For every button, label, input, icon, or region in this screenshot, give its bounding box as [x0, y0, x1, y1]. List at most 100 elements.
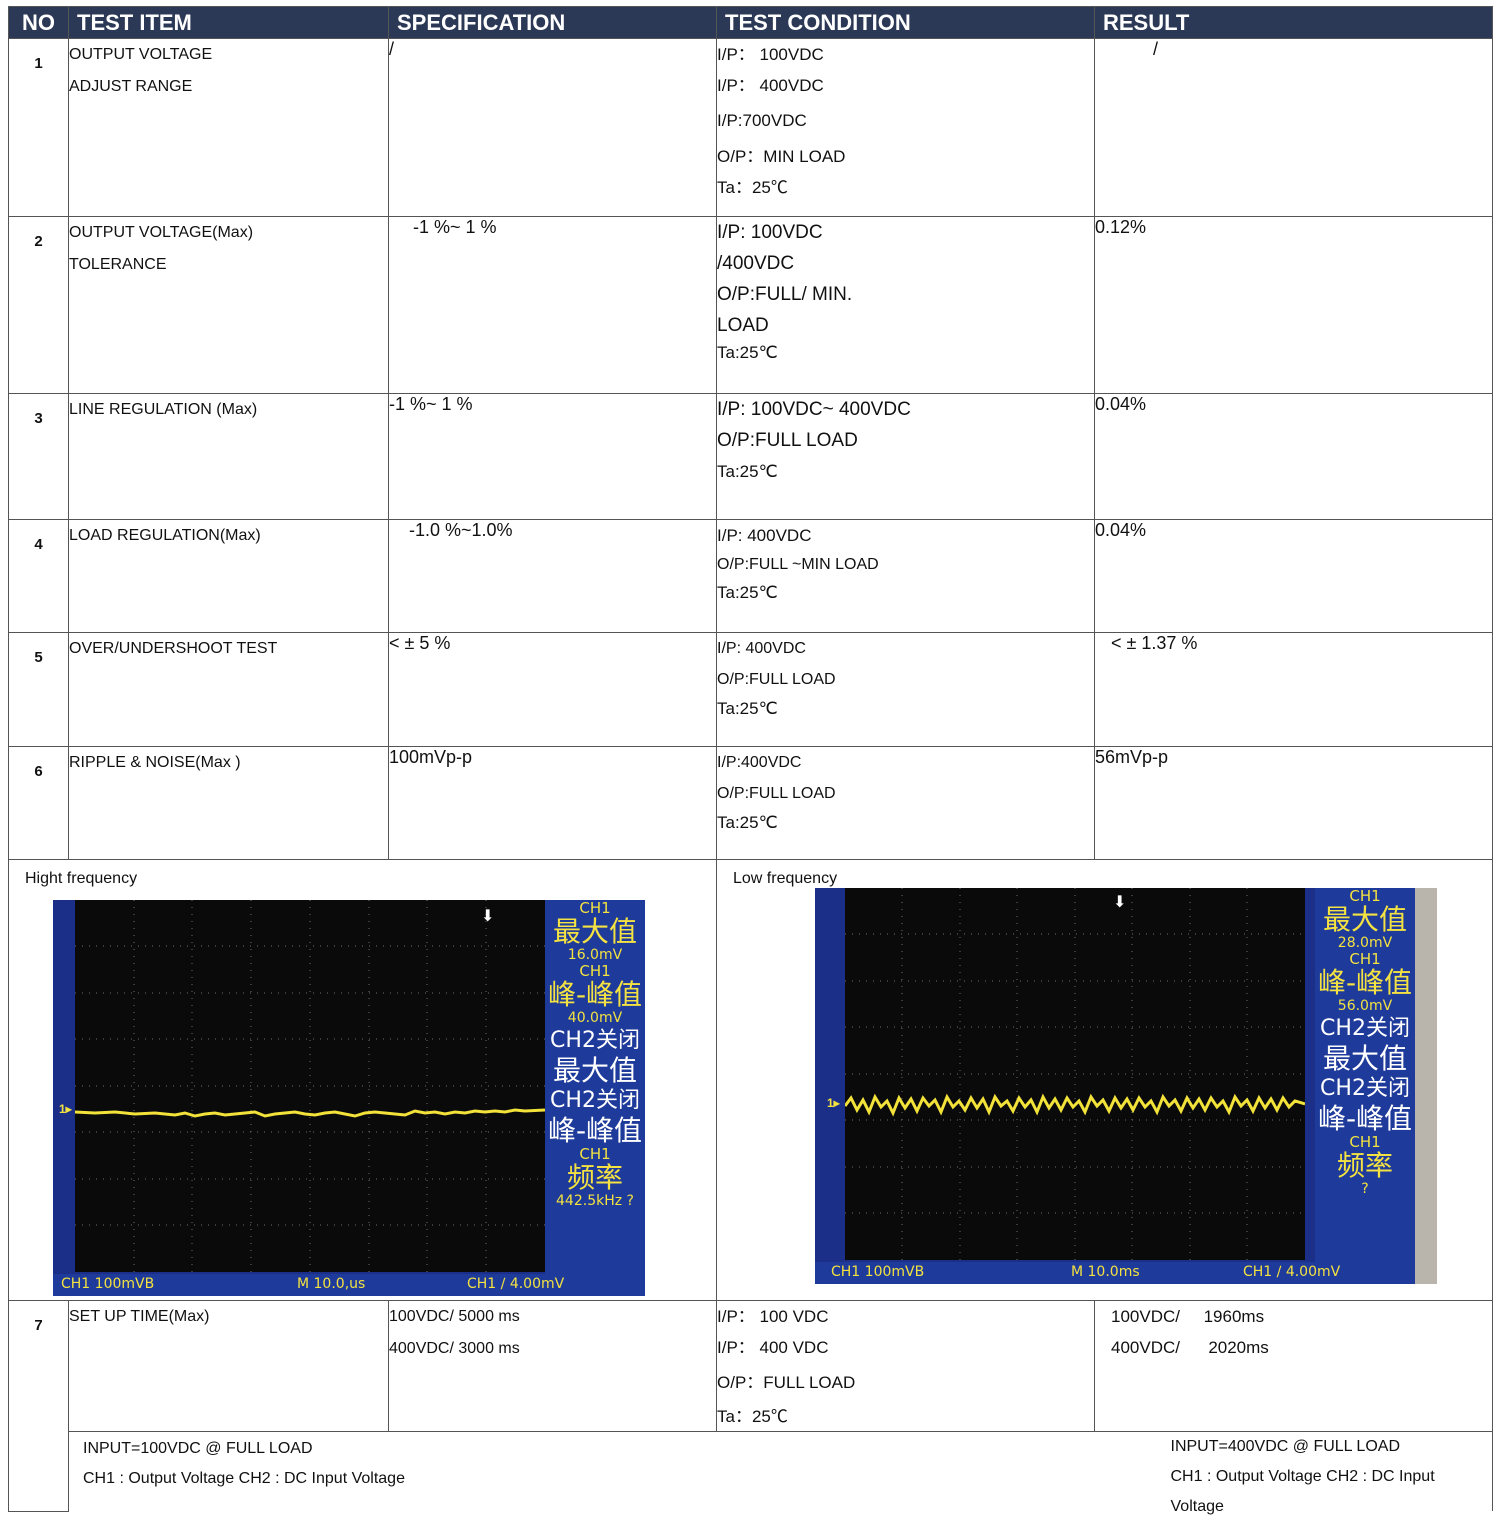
- menu-max: 最大值: [1322, 1042, 1407, 1075]
- setup-note-text: INPUT=100VDC @ FULL LOAD CH1 : Output Vo…: [83, 1434, 405, 1494]
- condition-line: Ta:25℃: [717, 343, 778, 362]
- test-item-cell: OUTPUT VOLTAGE ADJUST RANGE: [68, 38, 389, 217]
- menu-peak-peak: 峰-峰值: [547, 978, 643, 1011]
- spec-line: 400VDC/ 3000 ms: [389, 1340, 520, 1357]
- ch1-waveform: [845, 1093, 1305, 1117]
- test-item-line: ADJUST RANGE: [69, 78, 193, 95]
- test-item-line: LOAD REGULATION(Max): [69, 527, 261, 544]
- test-item-cell: OUTPUT VOLTAGE(Max) TOLERANCE: [68, 216, 389, 394]
- spec-cell: -1 %~ 1 %: [388, 216, 717, 394]
- scope-status-bar: CH1 100mVB M 10.0,us CH1 ∕ 4.00mV: [53, 1274, 645, 1296]
- condition-line: Ta:25℃: [717, 462, 778, 481]
- condition-line: I/P: 100VDC: [717, 222, 823, 243]
- scope-status-bar: CH1 100mVB M 10.0ms CH1 ∕ 4.00mV: [815, 1262, 1415, 1284]
- table-row: 7 SET UP TIME(Max) 100VDC/ 5000 ms 400VD…: [8, 1300, 1493, 1512]
- ch1-scale: CH1 100mVB: [831, 1264, 925, 1280]
- condition-line: I/P:700VDC: [717, 111, 807, 130]
- scope-screen: ⬇: [845, 888, 1305, 1260]
- condition-line: Ta:25℃: [717, 583, 778, 602]
- menu-max: 最大值: [1322, 903, 1407, 936]
- condition-line: I/P: 400VDC: [717, 640, 806, 657]
- result-line: 400VDC/ 2020ms: [1111, 1338, 1269, 1357]
- condition-line: Ta:25℃: [717, 813, 778, 832]
- test-item-line: OUTPUT VOLTAGE(Max): [69, 224, 254, 241]
- spec-cell: 100VDC/ 5000 ms 400VDC/ 3000 ms: [388, 1300, 717, 1432]
- header-test-item: TEST ITEM: [68, 6, 389, 39]
- result-cell: 0.12%: [1094, 216, 1493, 394]
- trigger-level: CH1 ∕ 4.00mV: [1243, 1264, 1341, 1280]
- spec-cell: 100mVp-p: [388, 746, 717, 860]
- result-cell: 56mVp-p: [1094, 746, 1493, 860]
- condition-line: O/P:FULL LOAD: [717, 785, 836, 802]
- test-item-line: OUTPUT VOLTAGE: [69, 46, 213, 63]
- menu-peak-peak-value: 40.0mV: [567, 1010, 623, 1026]
- condition-cell: I/P： 100VDC I/P： 400VDC I/P:700VDC O/P：M…: [716, 38, 1095, 217]
- result-cell: 0.04%: [1094, 519, 1493, 633]
- condition-cell: I/P:400VDC O/P:FULL LOAD Ta:25℃: [716, 746, 1095, 860]
- table-row: 2 OUTPUT VOLTAGE(Max) TOLERANCE -1 %~ 1 …: [8, 216, 1493, 394]
- table-row: 6 RIPPLE & NOISE(Max ) 100mVp-p I/P:400V…: [8, 746, 1493, 860]
- measure-menu: CH1 最大值 28.0mV CH1 峰-峰值 56.0mV CH2关闭 最大值…: [1315, 888, 1415, 1284]
- menu-ch1: CH1: [1349, 888, 1381, 905]
- setup-note-left: INPUT=100VDC @ FULL LOAD CH1 : Output Vo…: [68, 1431, 1095, 1511]
- time-base: M 10.0ms: [1071, 1264, 1140, 1280]
- menu-frequency: 频率: [566, 1161, 623, 1194]
- menu-peak-peak: 峰-峰值: [547, 1114, 643, 1147]
- setup-note-line: INPUT=100VDC @ FULL LOAD: [83, 1440, 313, 1457]
- setup-note-right: INPUT=400VDC @ FULL LOAD CH1 : Output Vo…: [1094, 1431, 1493, 1515]
- menu-peak-peak: 峰-峰值: [1317, 1102, 1413, 1135]
- table-row: 1 OUTPUT VOLTAGE ADJUST RANGE / I/P： 100…: [8, 38, 1493, 217]
- test-item-cell: LINE REGULATION (Max): [68, 393, 389, 520]
- test-item-cell: LOAD REGULATION(Max): [68, 519, 389, 633]
- table-row: 4 LOAD REGULATION(Max) -1.0 %~1.0% I/P: …: [8, 519, 1493, 633]
- condition-line: LOAD: [717, 315, 769, 336]
- table-row: 3 LINE REGULATION (Max) -1 %~ 1 % I/P: 1…: [8, 393, 1493, 520]
- setup-note-line: INPUT=400VDC @ FULL LOAD: [1170, 1438, 1401, 1455]
- test-item-cell: SET UP TIME(Max): [68, 1300, 389, 1432]
- condition-line: I/P： 400 VDC: [717, 1338, 829, 1357]
- condition-line: /400VDC: [717, 253, 795, 274]
- spec-line: 100VDC/ 5000 ms: [389, 1308, 520, 1325]
- test-item-line: LINE REGULATION (Max): [69, 401, 258, 418]
- menu-max-value: 16.0mV: [567, 947, 623, 963]
- header-no: NO: [8, 6, 69, 39]
- trigger-level: CH1 ∕ 4.00mV: [467, 1276, 565, 1292]
- menu-ch1: CH1: [579, 962, 611, 980]
- trigger-arrow-icon: ⬇: [481, 908, 495, 925]
- ch1-scale: CH1 100mVB: [61, 1276, 155, 1292]
- test-item-line: TOLERANCE: [69, 256, 167, 273]
- test-item-line: OVER/UNDERSHOOT TEST: [69, 640, 278, 657]
- scope-grid: [845, 888, 1305, 1260]
- ch1-waveform: [75, 1108, 545, 1118]
- menu-ch1: CH1: [579, 900, 611, 917]
- condition-line: Ta：25℃: [717, 178, 788, 197]
- setup-note-text: INPUT=400VDC @ FULL LOAD CH1 : Output Vo…: [1171, 1432, 1493, 1522]
- row-number: 7: [8, 1300, 69, 1512]
- condition-line: O/P:FULL ~MIN LOAD: [717, 556, 879, 573]
- test-item-cell: OVER/UNDERSHOOT TEST: [68, 632, 389, 747]
- result-cell: 100VDC/ 1960ms 400VDC/ 2020ms: [1094, 1300, 1493, 1432]
- low-frequency-panel: Low frequency: [716, 859, 1493, 1301]
- row-number: 6: [8, 746, 69, 860]
- ch1-marker-icon: 1▸: [827, 1096, 840, 1110]
- condition-cell: I/P: 100VDC~ 400VDC O/P:FULL LOAD Ta:25℃: [716, 393, 1095, 520]
- condition-line: Ta：25℃: [717, 1407, 788, 1426]
- menu-frequency-value: 442.5kHz ?: [556, 1193, 634, 1209]
- high-frequency-panel: Hight frequency: [8, 859, 717, 1301]
- condition-line: I/P:400VDC: [717, 754, 802, 771]
- setup-note-line: CH1 : Output Voltage CH2 : DC Input Volt…: [83, 1470, 405, 1487]
- row-number: 4: [8, 519, 69, 633]
- low-frequency-scope-image: ⬇ 1▸ CH1 最大值 28.0mV CH1 峰-峰值 56.0mV CH2关…: [815, 888, 1437, 1284]
- ch1-marker-icon: 1▸: [59, 1102, 72, 1116]
- setup-note-line: CH1 : Output Voltage CH2 : DC Input Volt…: [1170, 1468, 1435, 1515]
- spec-cell: -1.0 %~1.0%: [388, 519, 717, 633]
- menu-ch1: CH1: [1349, 1133, 1381, 1151]
- menu-max: 最大值: [552, 915, 637, 948]
- row-number: 1: [8, 38, 69, 217]
- result-line: 100VDC/ 1960ms: [1111, 1307, 1265, 1326]
- menu-ch2-off: CH2关闭: [1320, 1016, 1410, 1041]
- menu-ch2-off: CH2关闭: [550, 1088, 640, 1113]
- result-cell: < ± 1.37 %: [1094, 632, 1493, 747]
- menu-ch2-off: CH2关闭: [550, 1028, 640, 1053]
- condition-line: I/P: 400VDC: [717, 526, 812, 545]
